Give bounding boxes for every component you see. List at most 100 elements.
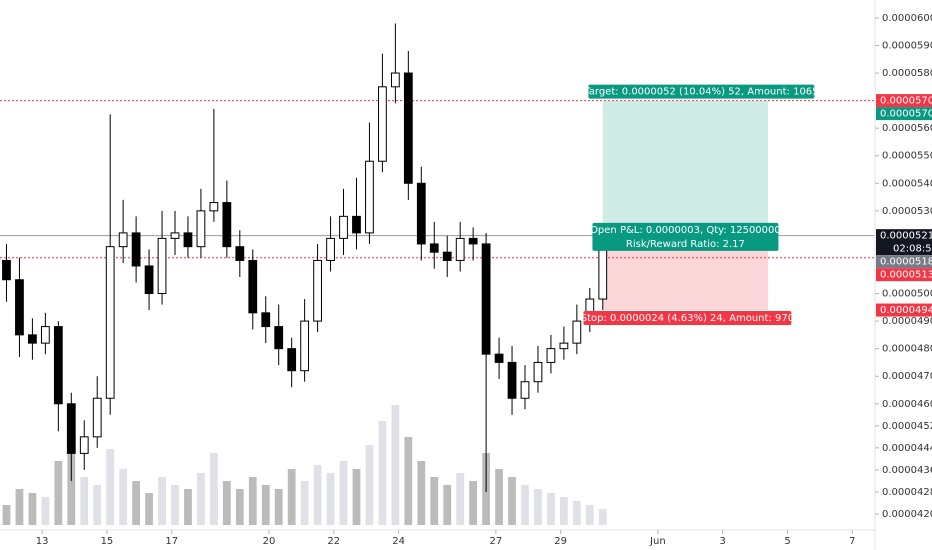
candle-body xyxy=(429,243,439,253)
candle-body xyxy=(79,436,89,454)
x-tick-label: Jun xyxy=(649,536,666,547)
volume-bar xyxy=(456,473,465,525)
price-badge-label: 0.0000570 xyxy=(880,96,932,107)
volume-bar xyxy=(93,485,102,525)
candle-body xyxy=(352,215,361,234)
volume-bar xyxy=(171,485,179,525)
x-tick-label: 7 xyxy=(849,536,855,547)
candle-body xyxy=(468,237,478,245)
candle-body xyxy=(481,243,491,355)
volume-bar xyxy=(184,489,192,525)
candle-body xyxy=(300,320,310,372)
pnl-label: Open P&L: 0.0000003, Qty: 12500000 xyxy=(590,225,781,236)
volume-bar xyxy=(352,469,361,525)
candle-body xyxy=(533,361,543,383)
y-tick-label: 0.0000452 xyxy=(882,421,932,432)
price-badge-label: 0.0000521 xyxy=(880,231,932,242)
volume-bar xyxy=(572,501,581,525)
y-tick-label: 0.0000460 xyxy=(882,399,932,410)
candle-body xyxy=(92,397,102,438)
candle-body xyxy=(15,279,24,336)
volume-bar xyxy=(430,477,439,525)
volume-bar xyxy=(235,489,244,525)
profit-zone xyxy=(602,100,769,244)
volume-bar xyxy=(197,473,205,525)
candle-body xyxy=(546,348,556,363)
y-tick-label: 0.0000580 xyxy=(882,68,932,79)
x-tick-label: 29 xyxy=(554,536,567,547)
candle-body xyxy=(2,259,11,281)
volume-bar xyxy=(274,489,283,525)
stop-label: Stop: 0.0000024 (4.63%) 24, Amount: 970 xyxy=(581,313,794,324)
candle-body xyxy=(118,232,128,248)
price-badge xyxy=(876,255,932,269)
candle-body xyxy=(261,312,271,328)
y-tick-label: 0.0000420 xyxy=(882,509,932,520)
axes: 0.0000600 0.0000590 0.0000580 0.0000560 0.00… xyxy=(36,13,932,547)
y-tick-label: 0.0000500 xyxy=(882,289,932,300)
y-tick-label: 0.0000590 xyxy=(882,40,932,51)
candle-body xyxy=(520,381,530,399)
candle-body xyxy=(28,334,37,344)
volume-bar xyxy=(145,493,153,525)
volume-bar xyxy=(598,509,607,525)
candle-body xyxy=(390,72,400,88)
y-tick-label: 0.0000444 xyxy=(882,443,932,454)
candle-body xyxy=(248,259,258,314)
volume-bar xyxy=(15,489,24,525)
volume-bar xyxy=(261,485,270,525)
x-tick-label: 20 xyxy=(263,536,276,547)
candle-body xyxy=(222,202,232,248)
volume-bar xyxy=(508,477,516,525)
volume-bar xyxy=(80,477,89,525)
candle-body xyxy=(53,326,63,405)
candle-body xyxy=(170,232,180,239)
volume-bar xyxy=(547,493,555,525)
candle-body xyxy=(378,86,387,162)
pnl-label: Risk/Reward Ratio: 2.17 xyxy=(626,239,745,250)
stop-label-bg xyxy=(583,311,792,326)
volume-bar xyxy=(391,405,400,525)
y-tick-label: 0.0000540 xyxy=(882,178,932,189)
volume-bar xyxy=(106,449,115,525)
candle-body xyxy=(157,237,167,295)
volume-bar xyxy=(339,461,348,525)
candle-body xyxy=(209,202,219,212)
target-label: Target: 0.0000052 (10.04%) 52, Amount: 1… xyxy=(583,87,818,98)
volume-bar xyxy=(222,481,231,525)
candle-body xyxy=(559,342,569,350)
candle-body xyxy=(313,259,322,322)
candle-body xyxy=(40,326,50,344)
volume-bar xyxy=(378,421,387,525)
candle-body xyxy=(287,348,297,372)
volume-bar xyxy=(585,505,594,525)
candle-body xyxy=(66,403,76,454)
volume-bar xyxy=(54,461,63,525)
candle-body xyxy=(442,251,452,261)
y-tick-label: 0.0000436 xyxy=(882,465,932,476)
target-label-bg xyxy=(588,84,815,99)
volume-bar xyxy=(313,465,322,525)
price-badge-label: 0.0000518 xyxy=(880,257,932,268)
candle-body xyxy=(572,320,582,344)
candle-body xyxy=(235,246,245,261)
volume-bar xyxy=(119,469,128,525)
volume-bar xyxy=(2,505,11,525)
y-tick-label: 0.0000600 xyxy=(882,13,932,24)
price-badge-label: 0.0000570 xyxy=(880,109,932,120)
volume-bar xyxy=(248,477,257,525)
candle-body xyxy=(196,210,206,248)
x-tick-label: 13 xyxy=(36,536,49,547)
volume-bar xyxy=(41,497,50,525)
volume-bar xyxy=(469,481,478,525)
candle-body xyxy=(105,246,115,399)
candle-body xyxy=(326,237,335,261)
price-badge-label: 0.0000494 xyxy=(880,305,932,316)
volume-bar xyxy=(560,497,568,525)
price-badge xyxy=(876,107,932,121)
x-tick-label: 5 xyxy=(784,536,790,547)
countdown: 02:08:57 xyxy=(893,244,932,255)
price-badge xyxy=(876,303,932,317)
